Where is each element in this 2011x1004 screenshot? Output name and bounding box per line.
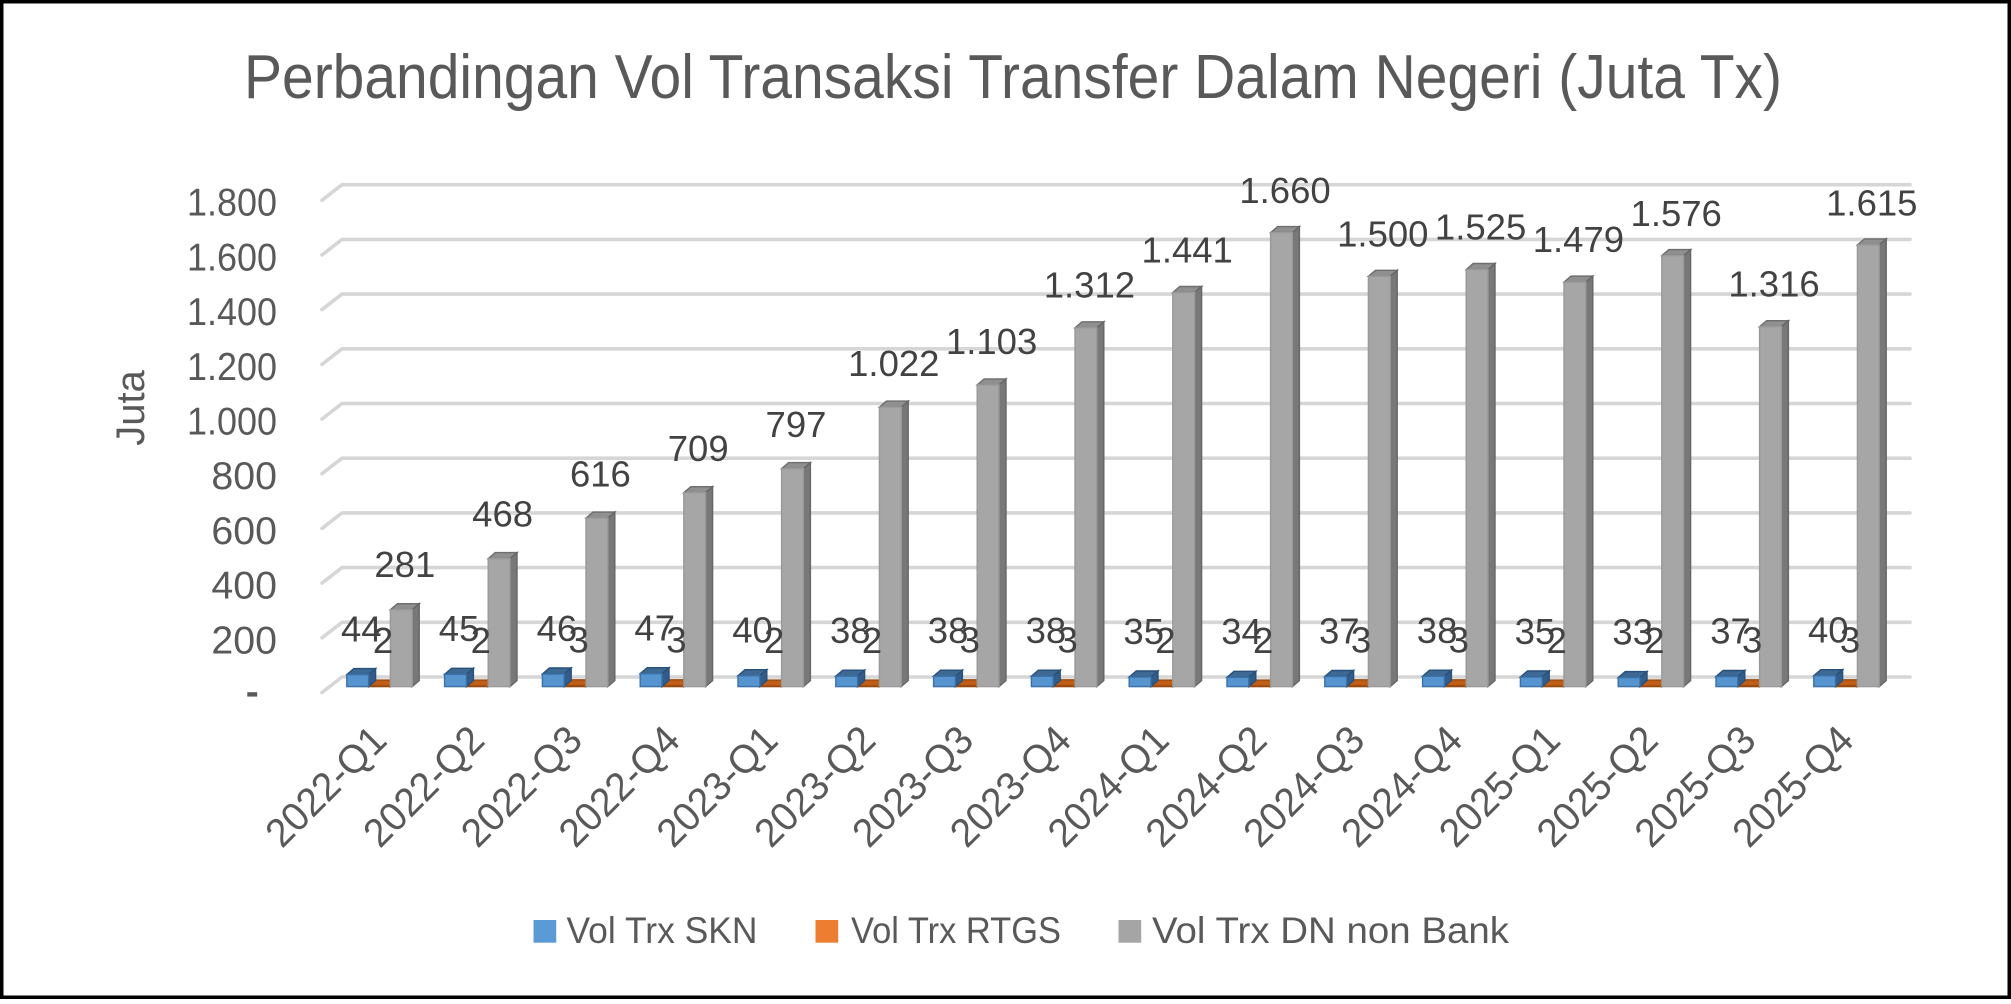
svg-text:3: 3 (1840, 620, 1860, 661)
svg-text:38: 38 (1026, 610, 1067, 651)
svg-text:2: 2 (862, 620, 882, 661)
svg-text:Vol Trx SKN: Vol Trx SKN (567, 910, 758, 951)
svg-text:1.022: 1.022 (848, 343, 939, 384)
svg-text:2: 2 (1644, 620, 1664, 661)
svg-text:600: 600 (211, 510, 277, 553)
svg-text:47: 47 (634, 608, 675, 649)
svg-text:1.500: 1.500 (1337, 213, 1428, 254)
svg-text:1.660: 1.660 (1239, 170, 1330, 211)
svg-text:Vol Trx DN non Bank: Vol Trx DN non Bank (1152, 910, 1510, 951)
svg-text:33: 33 (1612, 611, 1653, 652)
svg-text:2: 2 (1253, 620, 1273, 661)
svg-text:616: 616 (570, 453, 631, 494)
svg-text:2: 2 (1155, 620, 1175, 661)
svg-text:2: 2 (373, 620, 393, 661)
svg-text:40: 40 (732, 610, 773, 651)
svg-text:468: 468 (472, 493, 533, 534)
svg-text:34: 34 (1221, 611, 1262, 652)
svg-text:3: 3 (1449, 620, 1469, 661)
svg-text:1.479: 1.479 (1533, 219, 1624, 260)
svg-text:281: 281 (374, 544, 435, 585)
svg-text:37: 37 (1319, 610, 1360, 651)
svg-text:2: 2 (764, 620, 784, 661)
svg-text:400: 400 (211, 565, 277, 608)
svg-text:1.615: 1.615 (1826, 182, 1917, 223)
svg-text:1.316: 1.316 (1728, 263, 1819, 304)
svg-text:1.312: 1.312 (1044, 265, 1135, 306)
svg-text:40: 40 (1808, 610, 1849, 651)
svg-text:3: 3 (666, 620, 686, 661)
svg-text:38: 38 (830, 610, 871, 651)
svg-text:Perbandingan Vol Transaksi Tra: Perbandingan Vol Transaksi Transfer Dala… (244, 43, 1782, 112)
svg-text:45: 45 (439, 608, 480, 649)
svg-text:200: 200 (211, 619, 277, 662)
svg-text:1.441: 1.441 (1142, 230, 1233, 271)
svg-text:Vol Trx RTGS: Vol Trx RTGS (851, 910, 1061, 951)
svg-text:3: 3 (960, 620, 980, 661)
svg-text:3: 3 (1742, 620, 1762, 661)
svg-text:44: 44 (341, 609, 382, 650)
svg-text:1.576: 1.576 (1631, 193, 1722, 234)
svg-text:38: 38 (928, 610, 969, 651)
svg-text:1.200: 1.200 (187, 346, 277, 389)
svg-text:1.525: 1.525 (1435, 207, 1526, 248)
svg-text:35: 35 (1515, 611, 1556, 652)
svg-text:800: 800 (211, 455, 277, 498)
svg-text:46: 46 (537, 608, 578, 649)
svg-text:38: 38 (1417, 610, 1458, 651)
svg-text:1.800: 1.800 (187, 182, 277, 225)
svg-text:1.400: 1.400 (187, 291, 277, 334)
svg-text:3: 3 (568, 620, 588, 661)
svg-text:1.600: 1.600 (187, 236, 277, 279)
svg-text:3: 3 (1057, 620, 1077, 661)
svg-text:797: 797 (766, 404, 827, 445)
svg-text:1.103: 1.103 (946, 321, 1037, 362)
svg-text:1.000: 1.000 (187, 401, 277, 444)
svg-text:35: 35 (1123, 611, 1164, 652)
svg-text:Juta: Juta (109, 369, 153, 445)
svg-text:709: 709 (668, 428, 729, 469)
svg-text:3: 3 (1351, 620, 1371, 661)
svg-text:37: 37 (1710, 610, 1751, 651)
svg-text:2: 2 (1546, 620, 1566, 661)
svg-text:2: 2 (471, 620, 491, 661)
